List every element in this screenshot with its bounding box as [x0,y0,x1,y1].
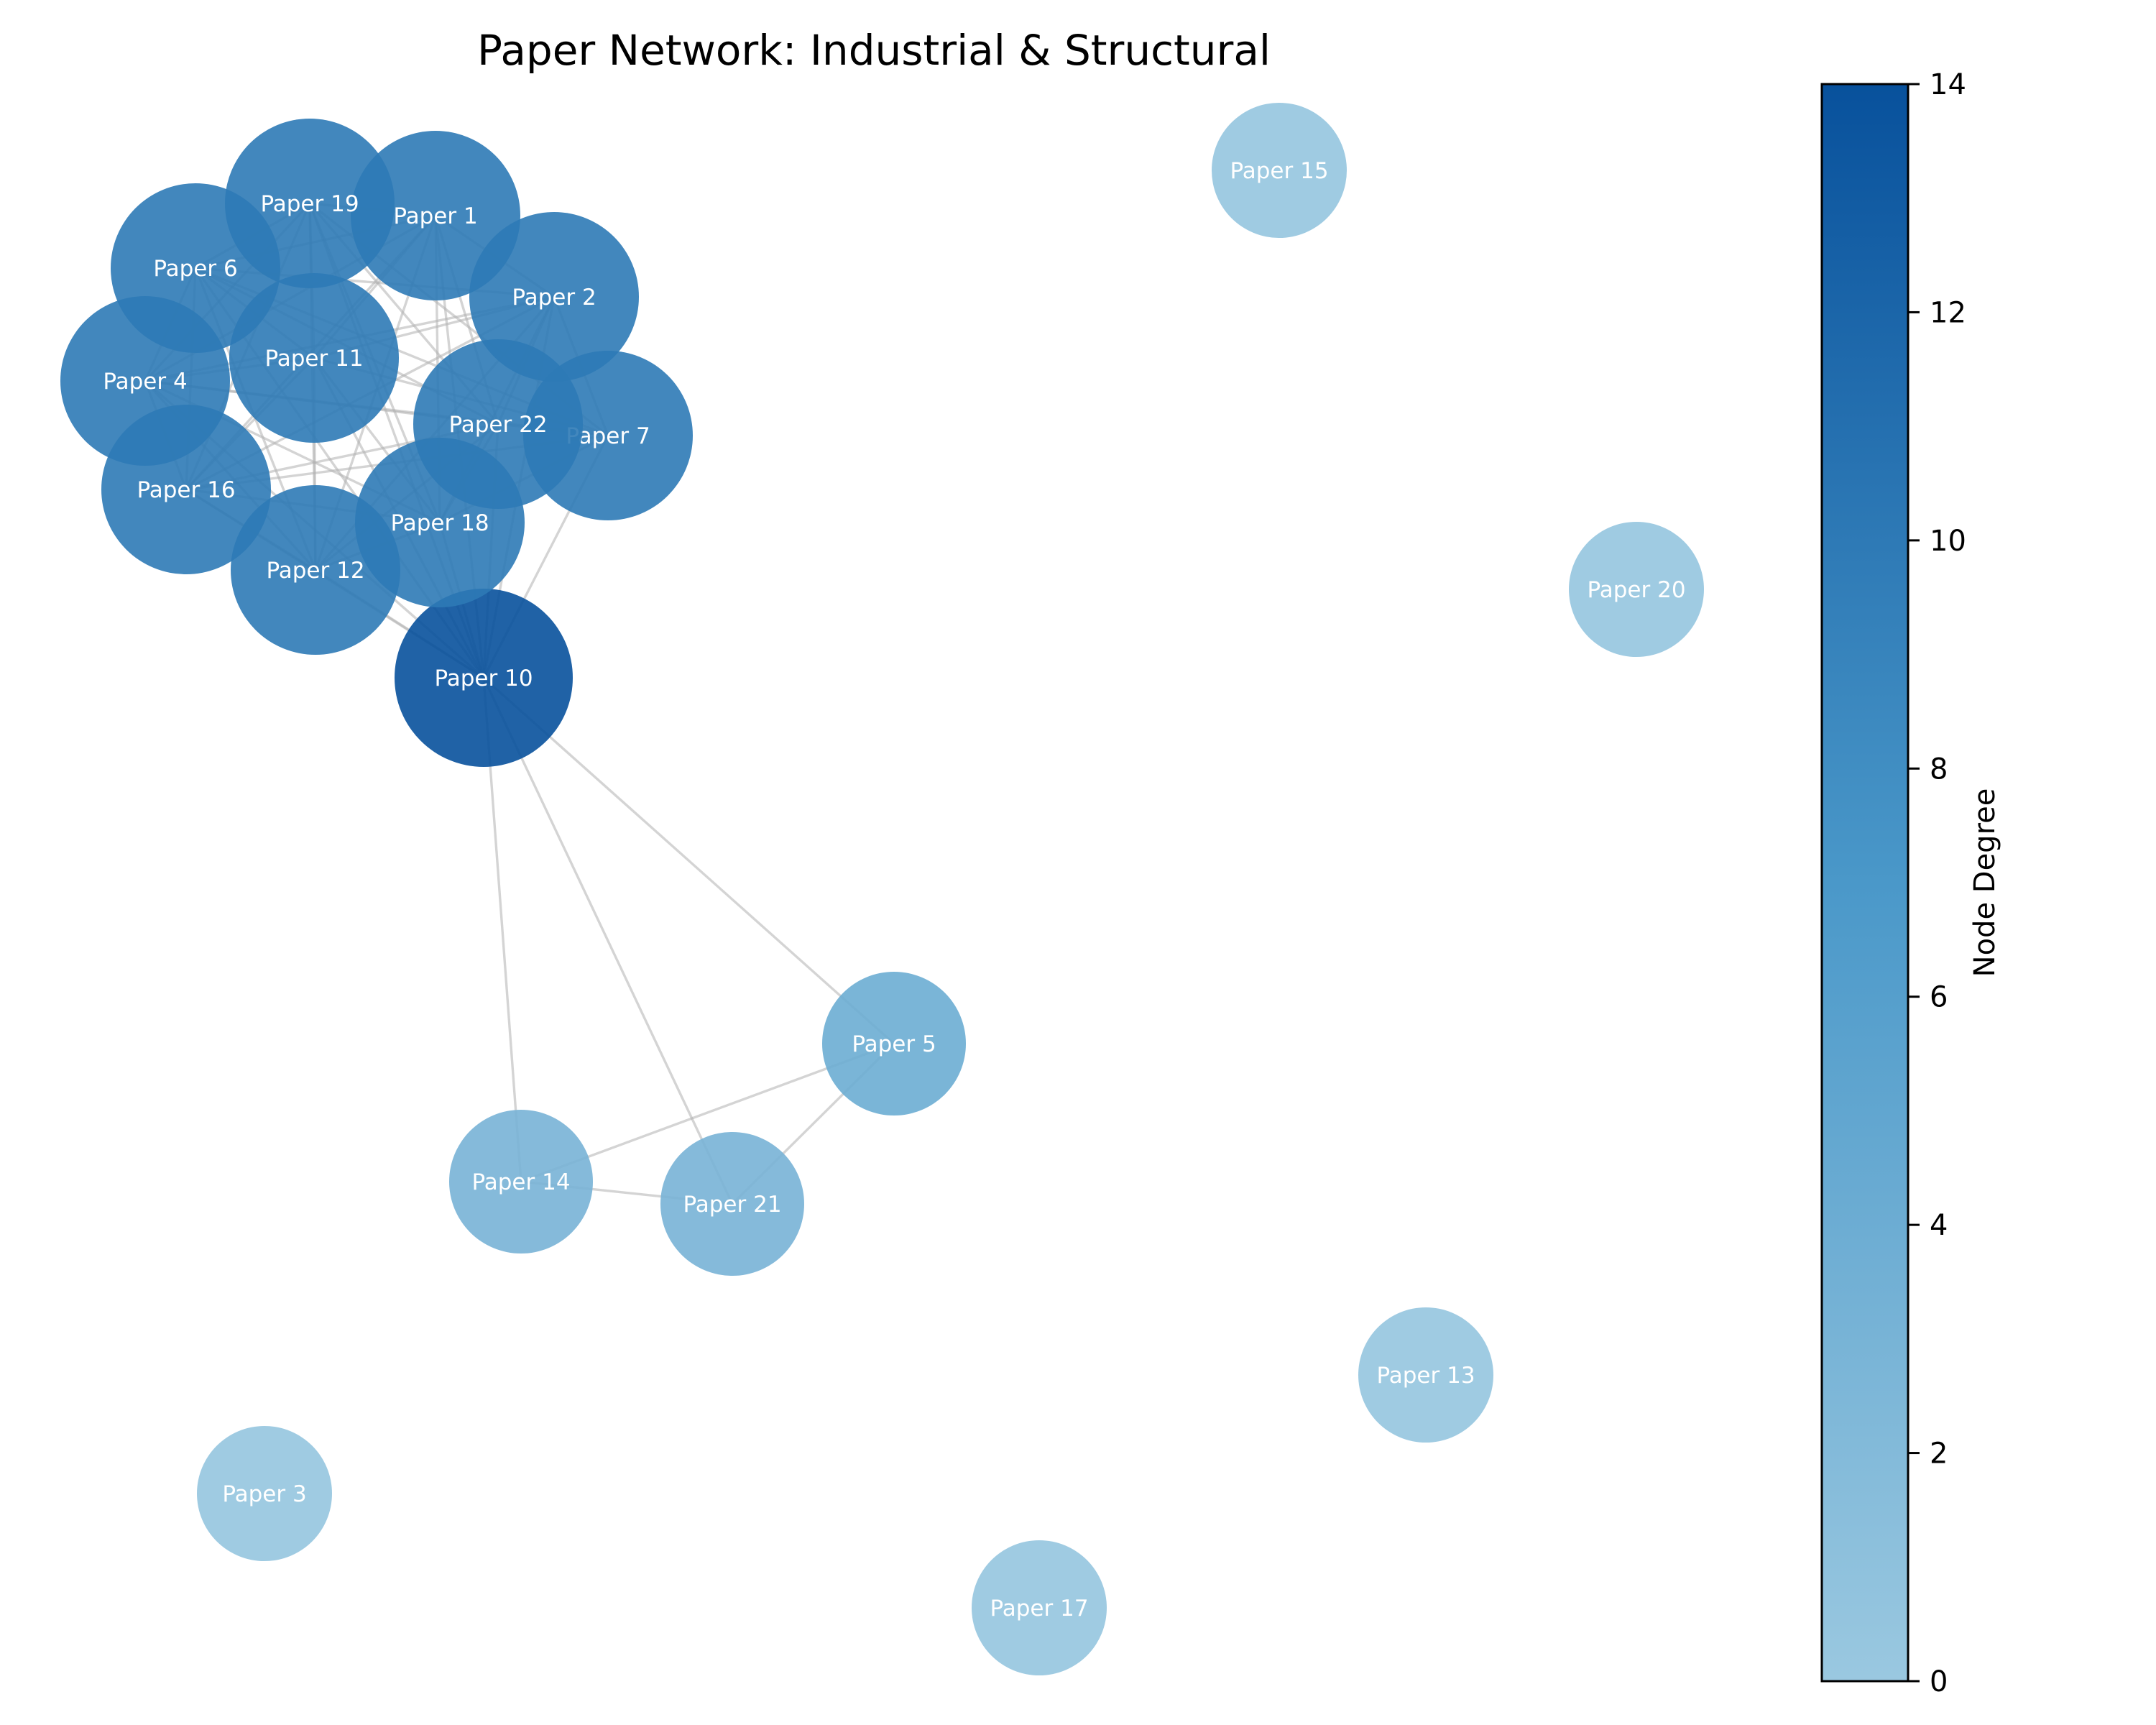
node-p13[interactable]: Paper 13 [1358,1307,1493,1443]
colorbar: 0 2 4 6 8 10 12 14 Node Degree [1820,68,2001,1698]
node-label: Paper 14 [471,1169,570,1195]
colorbar-label: Node Degree [1968,788,2001,978]
node-p10[interactable]: Paper 10 [395,589,573,767]
node-label: Paper 20 [1587,577,1685,603]
colorbar-tick-label: 0 [1930,1665,1948,1698]
node-circle[interactable] [413,339,583,509]
colorbar-tick-label: 10 [1930,525,1966,558]
node-label: Paper 15 [1230,158,1328,184]
node-circle[interactable] [197,1426,332,1561]
node-circle[interactable] [1569,522,1704,657]
node-label: Paper 3 [222,1481,306,1507]
nodes-layer: Paper 1 Paper 2 Paper 3 Paper 4 Paper 5 Paper… [60,103,1704,1675]
node-p14[interactable]: Paper 14 [449,1110,593,1254]
node-label: Paper 6 [153,256,237,282]
colorbar-ticks: 0 2 4 6 8 10 12 14 [1908,68,1966,1698]
node-label: Paper 22 [448,412,547,438]
node-circle[interactable] [225,119,395,288]
node-label: Paper 2 [512,285,596,310]
node-p19[interactable]: Paper 19 [225,119,395,288]
node-label: Paper 1 [393,203,477,229]
node-circle[interactable] [1358,1307,1493,1443]
node-label: Paper 16 [137,477,235,503]
node-p15[interactable]: Paper 15 [1212,103,1347,238]
node-label: Paper 11 [264,346,363,372]
node-p20[interactable]: Paper 20 [1569,522,1704,657]
colorbar-gradient [1820,83,1909,1683]
node-circle[interactable] [822,972,966,1116]
node-p3[interactable]: Paper 3 [197,1426,332,1561]
node-circle[interactable] [351,131,520,300]
colorbar-tick-label: 8 [1930,753,1948,786]
node-circle[interactable] [972,1540,1107,1675]
node-label: Paper 12 [266,558,364,584]
node-circle[interactable] [449,1110,593,1254]
edge-p10-p21 [482,677,734,1205]
chart-title: Paper Network: Industrial & Structural [477,26,1271,75]
node-circle[interactable] [395,589,573,767]
node-circle[interactable] [1212,103,1347,238]
colorbar-tick-label: 4 [1930,1209,1948,1242]
node-label: Paper 10 [434,666,533,691]
node-circle[interactable] [101,405,271,574]
node-circle[interactable] [469,212,639,382]
node-p22[interactable]: Paper 22 [413,339,583,509]
node-label: Paper 21 [683,1192,781,1218]
node-p2[interactable]: Paper 2 [469,212,639,382]
node-circle[interactable] [660,1132,804,1276]
node-label: Paper 19 [260,191,359,217]
node-label: Paper 13 [1376,1363,1475,1389]
node-p17[interactable]: Paper 17 [972,1540,1107,1675]
node-p1[interactable]: Paper 1 [351,131,520,300]
colorbar-tick-label: 6 [1930,981,1948,1014]
node-label: Paper 4 [103,369,187,395]
node-circle[interactable] [229,273,399,443]
node-p16[interactable]: Paper 16 [101,405,271,574]
node-p5[interactable]: Paper 5 [822,972,966,1116]
colorbar-tick-label: 14 [1930,68,1966,101]
node-p11[interactable]: Paper 11 [229,273,399,443]
edge-p10-p5 [482,676,895,1045]
node-p21[interactable]: Paper 21 [660,1132,804,1276]
node-label: Paper 5 [852,1031,936,1057]
colorbar-tick-label: 12 [1930,296,1966,329]
node-label: Paper 17 [990,1596,1088,1622]
colorbar-tick-label: 2 [1930,1438,1948,1471]
node-label: Paper 18 [390,510,489,536]
